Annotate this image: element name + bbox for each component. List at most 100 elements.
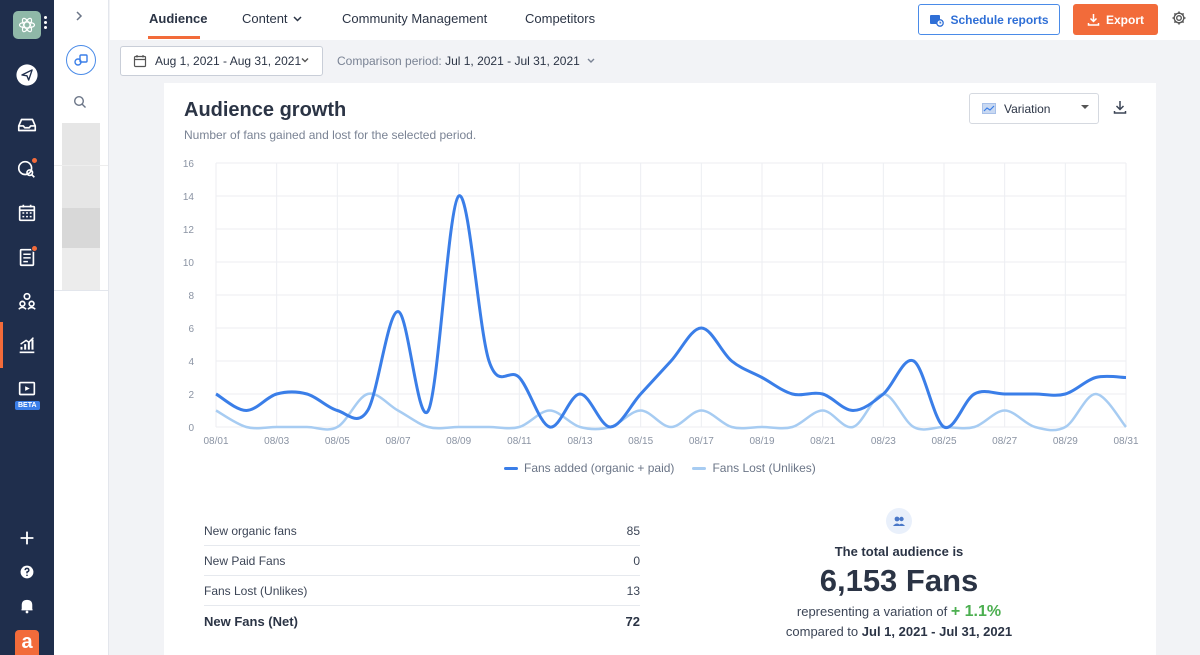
notification-dot <box>31 157 38 164</box>
y-tick-label: 4 <box>188 357 194 368</box>
y-tick-label: 10 <box>183 258 195 269</box>
team-icon[interactable] <box>14 288 40 314</box>
y-tick-label: 0 <box>188 423 194 434</box>
schedule-reports-button[interactable]: Schedule reports <box>918 4 1060 35</box>
calendar-icon <box>133 55 147 68</box>
variation-percent: + 1.1% <box>950 603 1002 620</box>
tab-content-label: Content <box>242 11 288 26</box>
stat-value: 85 <box>626 523 640 538</box>
variation-text: representing a variation of + 1.1% <box>724 603 1074 621</box>
y-tick-label: 8 <box>188 291 194 302</box>
account-avatar[interactable] <box>62 208 100 248</box>
help-icon[interactable] <box>14 559 40 585</box>
gear-icon[interactable] <box>1171 10 1187 31</box>
table-row: Fans Lost (Unlikes) 13 <box>204 576 640 606</box>
line-chart: 0 2 4 6 8 10 12 14 16 08/01 08/03 08/05 08/07 08/09 08… <box>183 159 1139 447</box>
calendar-icon[interactable] <box>14 200 40 226</box>
x-tick-label: 08/15 <box>628 436 653 447</box>
x-tick-label: 08/11 <box>507 436 532 447</box>
inbox-icon[interactable] <box>14 112 40 138</box>
legend-swatch <box>504 466 518 470</box>
compared-prefix: compared to <box>785 624 859 639</box>
legend-item-added[interactable]: Fans added (organic + paid) <box>504 461 674 475</box>
chevron-down-icon <box>301 58 309 63</box>
x-tick-label: 08/13 <box>567 436 592 447</box>
publish-icon[interactable] <box>14 62 40 88</box>
stat-value: 0 <box>633 553 640 568</box>
analytics-icon[interactable] <box>14 332 40 358</box>
stat-value: 72 <box>625 613 640 629</box>
caret-down-icon <box>1081 105 1089 109</box>
bell-icon[interactable] <box>14 593 40 619</box>
top-tab-bar: Audience Content Community Management Co… <box>110 0 1200 40</box>
chevron-down-icon <box>587 58 595 63</box>
comparison-period-select[interactable]: Comparison period: Jul 1, 2021 - Jul 31,… <box>337 54 596 68</box>
stat-label: New Paid Fans <box>204 553 286 568</box>
download-icon[interactable] <box>1112 99 1128 120</box>
x-tick-label: 08/29 <box>1053 436 1078 447</box>
stat-label: New Fans (Net) <box>204 613 298 629</box>
legend-label: Fans added (organic + paid) <box>524 461 675 475</box>
account-selector-icon[interactable] <box>66 45 96 75</box>
account-avatar[interactable] <box>62 248 100 290</box>
card-subtitle: Number of fans gained and lost for the s… <box>184 128 477 142</box>
date-range-value: Aug 1, 2021 - Aug 31, 2021 <box>155 54 302 68</box>
y-tick-label: 16 <box>183 159 195 170</box>
active-tab-indicator <box>148 36 200 39</box>
y-tick-label: 2 <box>188 390 194 401</box>
view-select[interactable]: Variation <box>969 93 1099 124</box>
download-icon <box>1087 14 1100 26</box>
x-tick-label: 08/27 <box>992 436 1017 447</box>
tab-content[interactable]: Content <box>242 11 302 26</box>
x-tick-label: 08/31 <box>1113 436 1138 447</box>
stat-label: New organic fans <box>204 523 297 538</box>
tab-audience[interactable]: Audience <box>149 11 208 26</box>
expand-chevron-icon[interactable] <box>74 9 84 25</box>
legend-label: Fans Lost (Unlikes) <box>712 461 816 475</box>
schedule-icon <box>930 14 945 27</box>
x-tick-label: 08/03 <box>264 436 289 447</box>
more-menu-icon[interactable] <box>44 16 48 31</box>
main-nav-rail: BETA a <box>0 0 54 655</box>
active-indicator <box>0 322 3 368</box>
listening-icon[interactable] <box>14 156 40 182</box>
total-audience-value: 6,153 Fans <box>819 563 979 598</box>
comparison-label: Comparison period: <box>337 54 442 68</box>
video-icon[interactable] <box>14 376 40 402</box>
x-tick-label: 08/23 <box>871 436 896 447</box>
y-tick-label: 14 <box>183 192 195 203</box>
legend-item-lost[interactable]: Fans Lost (Unlikes) <box>692 461 816 475</box>
y-tick-label: 6 <box>188 324 194 335</box>
secondary-sidebar <box>54 0 109 655</box>
compared-period: Jul 1, 2021 - Jul 31, 2021 <box>861 624 1013 639</box>
x-tick-label: 08/17 <box>689 436 714 447</box>
search-icon[interactable] <box>73 95 87 114</box>
export-button[interactable]: Export <box>1073 4 1158 35</box>
stat-label: Fans Lost (Unlikes) <box>204 583 308 598</box>
stats-table: New organic fans 85 New Paid Fans 0 Fans… <box>204 516 640 636</box>
total-audience-label: The total audience is <box>834 544 964 559</box>
stat-value: 13 <box>626 583 640 598</box>
chevron-down-icon <box>293 16 302 22</box>
notification-dot <box>31 245 38 252</box>
table-row: New Paid Fans 0 <box>204 546 640 576</box>
tasks-icon[interactable] <box>14 244 40 270</box>
audience-growth-chart: 0 2 4 6 8 10 12 14 16 08/01 08/03 08/05 08/07 08/09 08… <box>164 153 1156 483</box>
x-tick-label: 08/09 <box>446 436 471 447</box>
app-logo-icon[interactable] <box>13 11 41 39</box>
audience-icon <box>886 508 912 534</box>
line-chart-icon <box>982 103 996 114</box>
date-range-picker[interactable]: Aug 1, 2021 - Aug 31, 2021 <box>120 46 323 76</box>
card-title: Audience growth <box>184 99 347 121</box>
tab-community-management[interactable]: Community Management <box>342 11 488 26</box>
x-tick-label: 08/01 <box>203 436 228 447</box>
x-tick-label: 08/07 <box>385 436 410 447</box>
add-icon[interactable] <box>14 525 40 551</box>
table-row: New organic fans 85 <box>204 516 640 546</box>
beta-badge: BETA <box>15 401 40 410</box>
brand-logo[interactable]: a <box>15 630 39 655</box>
total-audience-panel: The total audience is 6,153 Fans represe… <box>724 508 1074 639</box>
series-line-fans-added <box>215 194 1127 429</box>
tab-competitors[interactable]: Competitors <box>525 11 596 26</box>
y-tick-label: 12 <box>183 225 195 236</box>
